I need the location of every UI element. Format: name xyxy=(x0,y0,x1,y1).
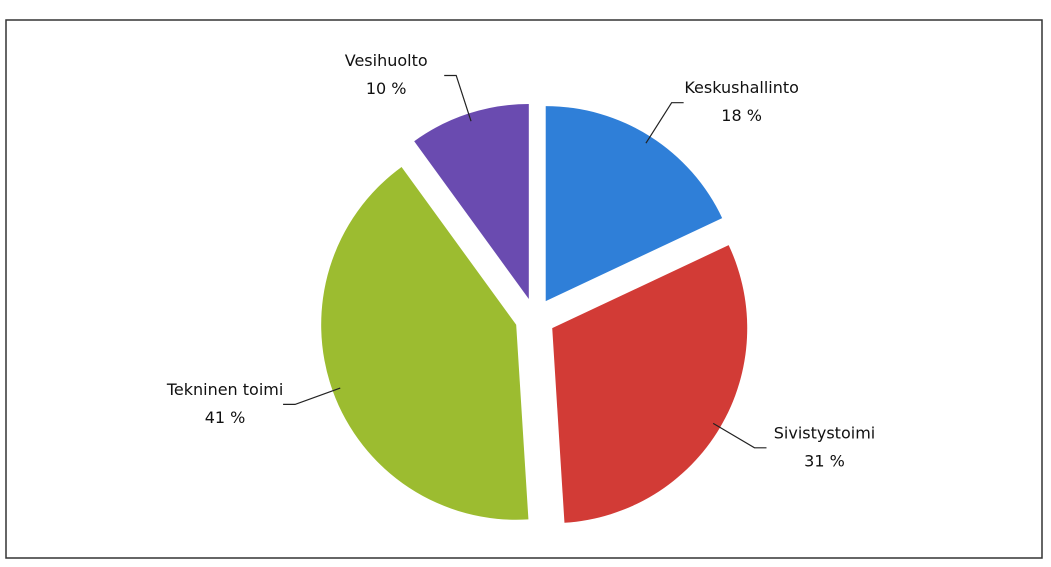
pie-slice xyxy=(414,103,529,299)
leader-line xyxy=(444,74,472,122)
pie-slice xyxy=(321,167,529,520)
slice-label: Tekninen toimi xyxy=(166,380,284,399)
pie-slice xyxy=(545,106,723,302)
leader-line xyxy=(645,102,684,144)
slice-value-label: 41 % xyxy=(205,408,246,427)
pie-slice xyxy=(552,245,748,523)
leader-line xyxy=(712,422,767,449)
slice-value-label: 31 % xyxy=(804,451,845,470)
slice-label: Sivistystoimi xyxy=(774,423,875,442)
slice-value-label: 18 % xyxy=(721,106,762,125)
slice-value-label: 10 % xyxy=(366,79,407,98)
slice-label: Keskushallinto xyxy=(684,78,799,97)
leader-line xyxy=(283,387,341,405)
slice-label: Vesihuolto xyxy=(345,51,428,70)
